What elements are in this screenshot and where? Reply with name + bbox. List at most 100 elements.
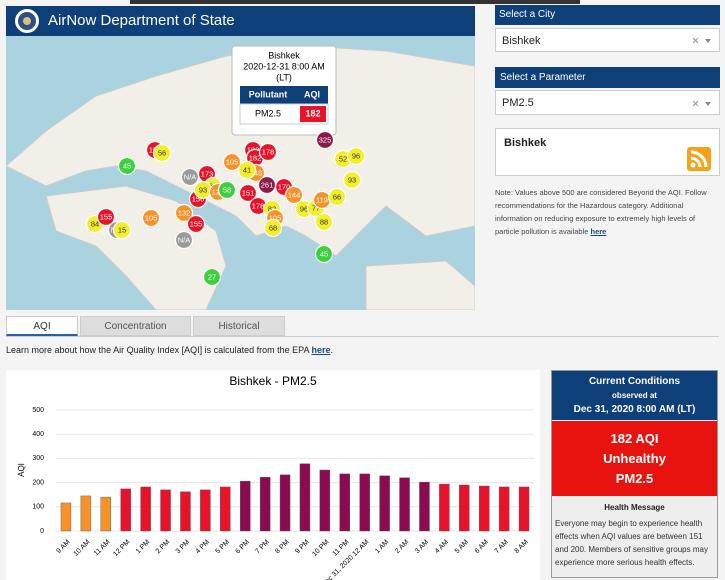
- tab[interactable]: Historical: [193, 316, 285, 336]
- note-link[interactable]: here: [590, 227, 607, 236]
- feed-box: Bishkek: [495, 128, 720, 176]
- map-marker: [258, 142, 278, 162]
- tab-rule: [6, 336, 719, 337]
- current-panel: Current Conditions observed at Dec 31, 2…: [551, 370, 718, 578]
- y-tick-label: 500: [32, 407, 44, 414]
- marker-label: N/A: [184, 172, 197, 181]
- marker-label: 156: [192, 194, 205, 203]
- bar: [339, 473, 350, 532]
- marker-label: 45: [320, 249, 328, 258]
- map-marker: [117, 156, 137, 176]
- x-tick-label: 7 PM: [254, 539, 271, 556]
- map-marker: [217, 180, 237, 200]
- marker-label: 182: [249, 153, 262, 162]
- map[interactable]: Bishkek 2020-12-31 8:00 AM (LT) Pollutan…: [6, 36, 475, 310]
- map-marker: [238, 183, 258, 203]
- bar: [479, 485, 490, 532]
- x-tick-label: 5 PM: [215, 539, 232, 556]
- marker-label: 105: [269, 213, 282, 222]
- x-tick-label: 7 AM: [494, 539, 510, 555]
- bar: [439, 483, 450, 532]
- tab[interactable]: AQI: [6, 316, 78, 336]
- current-parameter: PM2.5: [615, 471, 654, 486]
- x-tick-label: 1 PM: [135, 539, 152, 556]
- bar: [240, 480, 251, 532]
- popup-col: AQI: [304, 89, 320, 99]
- bar: [180, 491, 191, 532]
- x-tick-label: 8 AM: [514, 539, 530, 555]
- marker-label: 148: [250, 168, 263, 177]
- current-category: Unhealthy: [603, 451, 666, 466]
- chart: Bishkek - PM2.5 AQI 0 100 200 300 400 500 9 AM…: [6, 370, 540, 580]
- marker-label: 132: [178, 208, 191, 217]
- feed-title: Bishkek: [504, 137, 547, 149]
- current-aqi: 182 AQI: [610, 431, 659, 446]
- x-tick-label: 4 AM: [434, 539, 450, 555]
- marker-label: 41: [243, 165, 251, 174]
- marker-label: 105: [145, 213, 158, 222]
- city-value: Bishkek: [502, 35, 541, 47]
- x-tick-label: 10 AM: [73, 539, 92, 558]
- tab[interactable]: Concentration: [80, 316, 191, 336]
- map-marker: [96, 207, 116, 227]
- marker-label: 105: [226, 157, 239, 166]
- bar: [319, 469, 331, 532]
- marker-label: 66: [333, 192, 341, 201]
- marker-label: 84: [91, 219, 99, 228]
- popup-col: Pollutant: [249, 89, 288, 99]
- map-marker: [284, 185, 304, 205]
- map-marker: [237, 160, 257, 180]
- header: AirNow Department of State: [6, 6, 475, 36]
- map-marker: [186, 214, 206, 234]
- bar: [120, 488, 131, 532]
- bar: [220, 486, 231, 532]
- top-strip: [130, 0, 580, 4]
- x-tick-label: 3 PM: [175, 539, 192, 556]
- bar: [279, 474, 291, 532]
- map-marker: [342, 170, 362, 190]
- x-tick-label: 9 AM: [55, 539, 71, 555]
- map-marker: [152, 143, 172, 163]
- x-tick-label: 6 AM: [474, 539, 490, 555]
- marker-label: 93: [348, 175, 356, 184]
- health-heading: Health Message: [604, 503, 665, 512]
- map-marker: [327, 187, 347, 207]
- parameter-select[interactable]: PM2.5: [495, 90, 720, 115]
- info: Learn more about how the Air Quality Ind…: [6, 345, 333, 355]
- marker-label: 56: [158, 148, 166, 157]
- marker-label: 325: [319, 135, 332, 144]
- popup-cell: 182: [305, 108, 320, 118]
- parameter-value: PM2.5: [502, 97, 534, 109]
- marker-label: 96: [352, 151, 360, 160]
- marker-label: 88: [320, 217, 328, 226]
- bar: [100, 496, 111, 532]
- x-tick-label: 4 PM: [195, 539, 212, 556]
- y-axis-label: AQI: [17, 463, 26, 477]
- marker-label: 58: [223, 185, 231, 194]
- marker-label: 96: [300, 204, 308, 213]
- map-marker: [222, 152, 242, 172]
- marker-label: 52: [339, 154, 347, 163]
- bar: [200, 489, 211, 532]
- bar: [160, 489, 171, 532]
- y-tick-label: 400: [32, 431, 44, 438]
- rss-icon[interactable]: [687, 147, 711, 171]
- current-aqi-box: 182 AQI Unhealthy PM2.5: [552, 421, 717, 496]
- city-select[interactable]: Bishkek: [495, 28, 720, 52]
- x-tick-label: 2 PM: [155, 539, 172, 556]
- y-tick-label: 200: [32, 479, 44, 486]
- bar: [359, 473, 370, 532]
- bar: [80, 495, 92, 532]
- map-marker: [315, 130, 335, 150]
- popup-time: 2020-12-31 8:00 AM: [243, 61, 325, 71]
- x-tick-label: 5 AM: [454, 539, 470, 555]
- bar: [498, 486, 510, 532]
- map-marker: [174, 203, 194, 223]
- seal: [15, 9, 39, 33]
- bar: [60, 502, 72, 532]
- health-text: Everyone may begin to experience health …: [555, 519, 708, 567]
- info-link[interactable]: here: [311, 345, 331, 355]
- marker-label: 144: [288, 190, 301, 199]
- note-text: Note: Values above 500 are considered Be…: [495, 188, 707, 236]
